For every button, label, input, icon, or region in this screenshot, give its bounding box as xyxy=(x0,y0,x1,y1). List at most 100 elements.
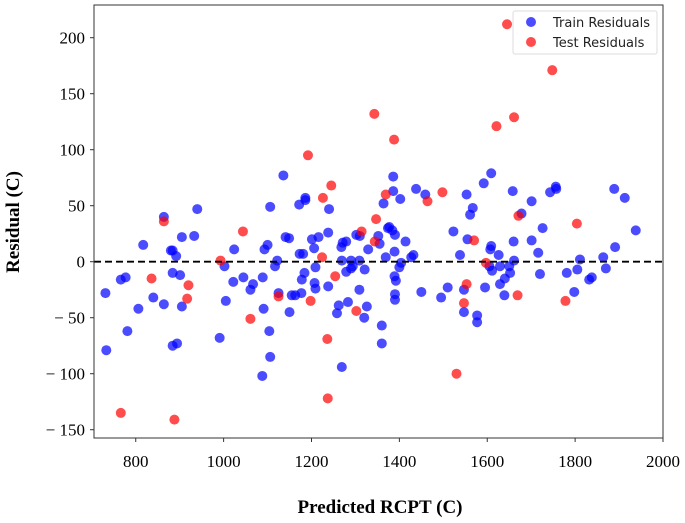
train-residual-point xyxy=(342,297,353,308)
train-residual-point xyxy=(347,261,358,272)
test-residual-point xyxy=(158,216,169,227)
train-residual-point xyxy=(354,284,365,295)
train-residual-point xyxy=(619,192,630,203)
test-residual-point xyxy=(146,273,157,284)
train-residual-point xyxy=(455,249,466,260)
train-residual-point xyxy=(175,270,186,281)
train-residual-point xyxy=(262,239,273,250)
train-residual-point xyxy=(172,338,183,349)
train-residual-point xyxy=(400,236,411,247)
train-residual-point xyxy=(245,284,256,295)
test-residual-point xyxy=(322,333,333,344)
train-residual-point xyxy=(388,186,399,197)
x-tick-label: 1200 xyxy=(294,452,328,471)
train-residual-point xyxy=(472,317,483,328)
train-residual-point xyxy=(313,232,324,243)
test-residual-point xyxy=(302,150,313,161)
test-residual-point xyxy=(169,414,180,425)
y-tick-label: − 100 xyxy=(46,365,85,384)
x-tick-label: 1800 xyxy=(558,452,592,471)
train-residual-point xyxy=(389,294,400,305)
train-residual-point xyxy=(228,276,239,287)
train-residual-point xyxy=(299,267,310,278)
train-residual-point xyxy=(551,183,562,194)
test-residual-point xyxy=(369,236,380,247)
train-residual-point xyxy=(101,345,112,356)
test-residual-point xyxy=(115,407,126,418)
train-residual-point xyxy=(361,301,372,312)
train-residual-point xyxy=(494,261,505,272)
legend-marker-train xyxy=(526,17,536,27)
train-residual-point xyxy=(508,236,519,247)
train-residual-point xyxy=(586,272,597,283)
legend-box xyxy=(512,10,658,55)
train-residual-point xyxy=(461,189,472,200)
train-residual-point xyxy=(389,246,400,257)
test-residual-point xyxy=(480,257,491,268)
train-residual-point xyxy=(265,201,276,212)
y-tick-label: − 150 xyxy=(46,421,85,440)
test-residual-point xyxy=(183,280,194,291)
train-residual-point xyxy=(359,312,370,323)
train-residual-point xyxy=(257,370,268,381)
train-residual-point xyxy=(572,264,583,275)
plot-frame xyxy=(93,4,664,439)
test-residual-point xyxy=(245,313,256,324)
test-residual-point xyxy=(273,291,284,302)
train-residual-point xyxy=(214,332,225,343)
test-residual-point xyxy=(509,112,520,123)
test-residual-point xyxy=(317,252,328,263)
test-residual-point xyxy=(458,298,469,309)
test-residual-point xyxy=(547,65,558,76)
test-residual-point xyxy=(422,196,433,207)
train-residual-point xyxy=(408,249,419,260)
train-residual-point xyxy=(238,272,249,283)
train-residual-point xyxy=(376,338,387,349)
train-residual-point xyxy=(396,257,407,268)
train-residual-point xyxy=(265,351,276,362)
train-residual-point xyxy=(278,170,289,181)
train-residual-point xyxy=(486,241,497,252)
train-residual-point xyxy=(100,288,111,299)
legend-label-train: Train Residuals xyxy=(552,16,650,31)
test-residual-point xyxy=(502,19,513,30)
train-residual-point xyxy=(574,254,585,265)
train-residual-point xyxy=(378,198,389,209)
train-residual-point xyxy=(192,204,203,215)
train-residual-point xyxy=(324,204,335,215)
train-residual-point xyxy=(509,255,520,266)
train-residual-point xyxy=(257,272,268,283)
legend: Train Residuals Test Residuals xyxy=(512,10,658,55)
test-residual-point xyxy=(371,214,382,225)
train-residual-point xyxy=(298,248,309,259)
train-residual-point xyxy=(537,223,548,234)
test-residual-point xyxy=(237,226,248,237)
test-residual-point xyxy=(512,290,523,301)
train-residual-point xyxy=(561,267,572,278)
test-residual-point xyxy=(326,180,337,191)
train-residual-point xyxy=(436,292,447,303)
train-residual-point xyxy=(480,282,491,293)
legend-label-test: Test Residuals xyxy=(552,36,645,51)
train-residual-point xyxy=(526,235,537,246)
train-residual-point xyxy=(478,178,489,189)
train-residual-point xyxy=(354,255,365,266)
train-residual-point xyxy=(416,286,427,297)
train-residual-point xyxy=(284,307,295,318)
test-residual-point xyxy=(513,210,524,221)
test-residual-point xyxy=(437,187,448,198)
test-residual-point xyxy=(369,108,380,119)
test-residual-point xyxy=(215,255,226,266)
train-residual-point xyxy=(120,272,131,283)
train-residual-point xyxy=(158,299,169,310)
x-tick-label: 2000 xyxy=(646,452,680,471)
train-residual-point xyxy=(411,183,422,194)
train-residual-point xyxy=(336,255,347,266)
train-residual-point xyxy=(300,195,311,206)
legend-marker-test xyxy=(526,37,536,47)
train-residual-point xyxy=(600,263,611,274)
train-residual-point xyxy=(323,281,334,292)
train-residual-point xyxy=(448,226,459,237)
train-residual-point xyxy=(390,275,401,286)
train-residual-point xyxy=(389,229,400,240)
